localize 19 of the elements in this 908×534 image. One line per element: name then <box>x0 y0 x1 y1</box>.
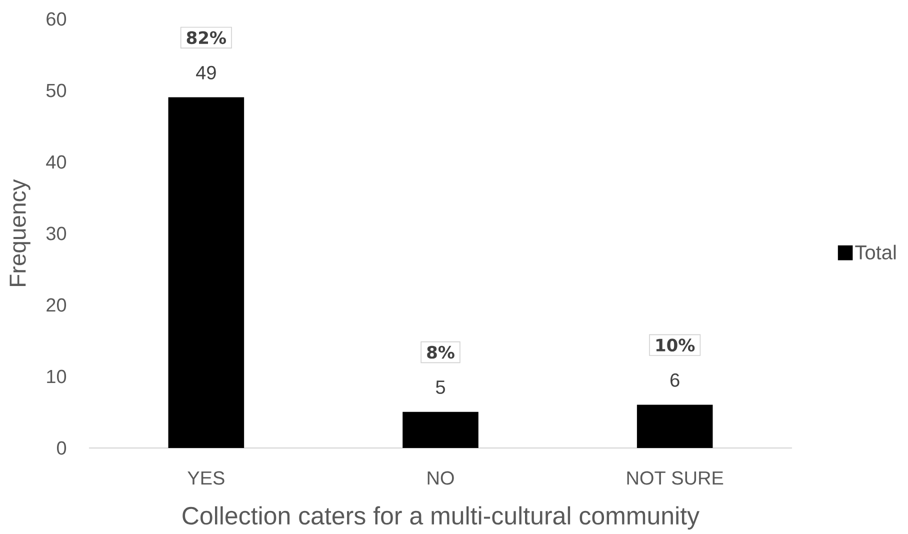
y-tick-label: 40 <box>46 155 66 169</box>
annotation: 8% <box>427 346 454 359</box>
data-label: 5 <box>436 380 445 394</box>
y-tick-label: 60 <box>46 12 66 26</box>
x-tick-label: YES <box>188 471 224 485</box>
y-tick-label: 30 <box>46 226 66 240</box>
y-tick-label: 50 <box>46 84 66 98</box>
y-tick-label: 20 <box>46 298 66 312</box>
x-tick-label: NO <box>428 471 454 485</box>
annotation: 10% <box>656 338 695 352</box>
y-tick-label: 0 <box>56 441 66 455</box>
annotation: 82% <box>186 31 226 44</box>
legend-label: Total <box>855 244 896 260</box>
x-axis-title: Collection caters for a multi-cultural community <box>182 506 700 530</box>
x-tick-label: NOT SURE <box>627 471 724 485</box>
data-label: 6 <box>670 373 680 387</box>
y-axis-title: Frequency <box>10 179 30 286</box>
data-label: 49 <box>196 66 216 80</box>
y-tick-label: 10 <box>47 370 66 384</box>
